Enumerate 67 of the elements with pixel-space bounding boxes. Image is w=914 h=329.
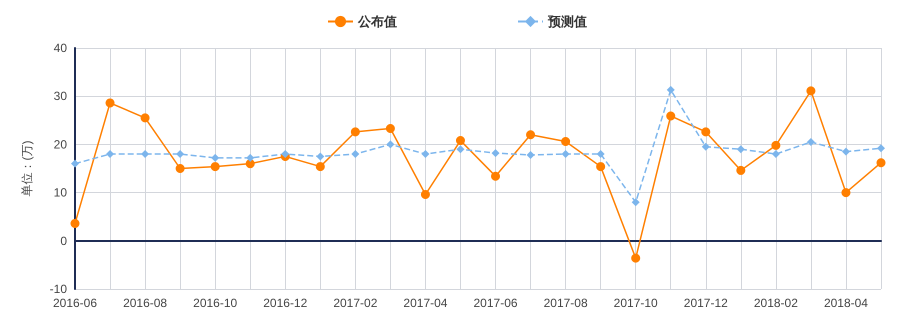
x-tick-label: 2016-10 (193, 296, 238, 310)
point (211, 154, 220, 162)
point (210, 162, 220, 172)
point (350, 127, 360, 136)
point (456, 136, 465, 146)
x-tick-label: 2017-04 (403, 296, 448, 310)
point (526, 130, 536, 140)
point (106, 150, 114, 158)
y-tick-label: 20 (54, 137, 68, 152)
point (281, 150, 290, 158)
point (666, 86, 675, 94)
point (877, 144, 885, 152)
x-tick-label: 2016-08 (123, 296, 168, 310)
point (456, 145, 464, 154)
y-tick-label: 10 (54, 186, 68, 200)
point (386, 140, 394, 148)
legend-label: 公布值 (357, 14, 397, 29)
point (806, 86, 816, 96)
point (420, 190, 430, 200)
point (141, 150, 150, 158)
y-tick-label: -10 (50, 282, 68, 296)
point (70, 218, 80, 228)
point (491, 172, 500, 181)
point (386, 124, 395, 133)
point (806, 138, 815, 146)
y-tick-label: 0 (60, 234, 68, 248)
legend-label: 预测值 (547, 14, 587, 29)
point (176, 164, 185, 173)
point (421, 150, 430, 158)
point (631, 254, 640, 263)
y-tick-label: 40 (54, 41, 68, 55)
x-tick-label: 2017-08 (544, 296, 588, 310)
point (842, 148, 850, 156)
x-tick-label: 2016-12 (263, 296, 308, 310)
point (772, 150, 780, 158)
x-tick-label: 2018-04 (824, 296, 868, 310)
point (702, 142, 710, 151)
point (351, 150, 360, 158)
point (106, 98, 115, 108)
point (666, 111, 676, 120)
x-tick-label: 2018-02 (754, 296, 798, 310)
x-tick-label: 2017-06 (474, 296, 518, 310)
y-tick-label: 30 (54, 89, 68, 104)
x-tick-label: 2017-02 (333, 296, 378, 310)
point (140, 113, 150, 122)
point (596, 162, 606, 172)
point (632, 198, 640, 206)
point (562, 150, 570, 158)
point (876, 158, 886, 168)
x-tick-label: 2016-06 (52, 296, 98, 310)
point (561, 137, 570, 146)
point (736, 166, 746, 175)
point (736, 145, 745, 154)
y-axis-title: 单位：(万) (20, 140, 34, 196)
point (701, 127, 710, 136)
x-tick-label: 2017-12 (684, 296, 728, 310)
point (596, 150, 605, 158)
point (526, 151, 535, 160)
point (316, 162, 325, 172)
point (316, 152, 324, 160)
point (841, 188, 850, 198)
point (176, 150, 184, 158)
point (246, 154, 254, 162)
point (71, 160, 79, 168)
x-tick-label: 2017-10 (614, 296, 658, 310)
point (492, 149, 500, 158)
point (771, 140, 780, 150)
